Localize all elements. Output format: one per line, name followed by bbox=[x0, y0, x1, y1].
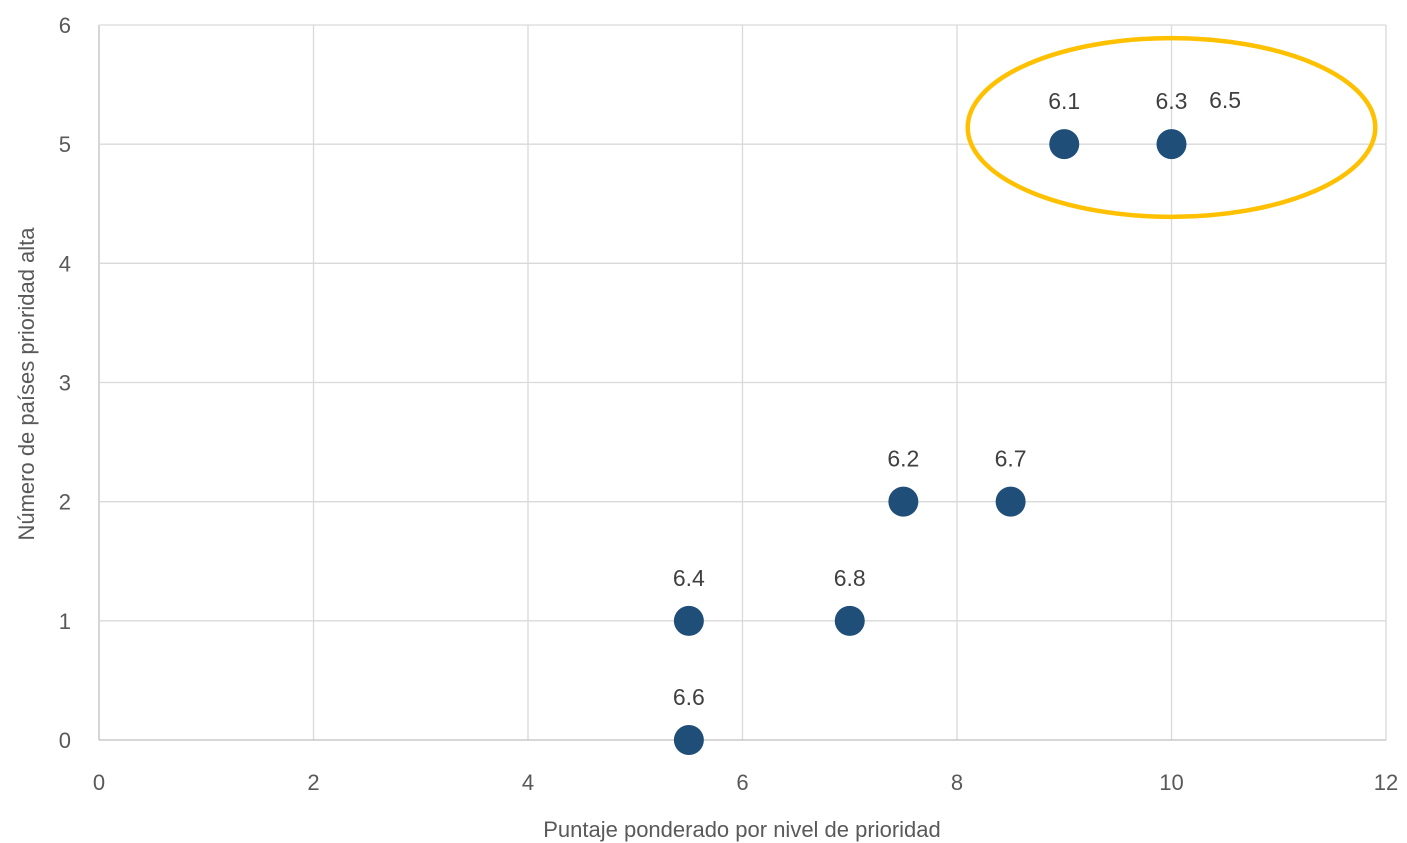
y-tick-label: 6 bbox=[59, 13, 71, 38]
highlight-layer bbox=[965, 35, 1378, 220]
data-label: 6.1 bbox=[1048, 88, 1080, 114]
x-tick-label: 0 bbox=[93, 770, 105, 795]
x-axis-tick-labels: 0 2 4 6 8 10 12 bbox=[93, 770, 1398, 795]
y-tick-label: 1 bbox=[59, 609, 71, 634]
x-tick-label: 2 bbox=[307, 770, 319, 795]
x-tick-label: 4 bbox=[522, 770, 534, 795]
x-tick-label: 6 bbox=[736, 770, 748, 795]
y-axis-tick-labels: 0 1 2 3 4 5 6 bbox=[59, 13, 71, 753]
data-point bbox=[888, 486, 919, 517]
x-tick-label: 10 bbox=[1159, 770, 1183, 795]
data-label: 6.8 bbox=[834, 565, 866, 591]
y-tick-label: 4 bbox=[59, 251, 71, 276]
data-label: 6.3 bbox=[1156, 88, 1188, 114]
data-label: 6.6 bbox=[673, 684, 705, 710]
x-tick-label: 12 bbox=[1374, 770, 1398, 795]
y-tick-label: 5 bbox=[59, 132, 71, 157]
data-label: 6.4 bbox=[673, 565, 705, 591]
data-point bbox=[1049, 129, 1080, 160]
y-axis-title: Número de países prioridad alta bbox=[14, 227, 39, 541]
data-label: 6.7 bbox=[995, 446, 1027, 472]
y-tick-label: 2 bbox=[59, 490, 71, 515]
data-point bbox=[834, 605, 865, 636]
data-point bbox=[995, 486, 1026, 517]
data-point bbox=[673, 605, 704, 636]
x-axis-title: Puntaje ponderado por nivel de prioridad bbox=[543, 817, 941, 842]
highlight-ellipse bbox=[965, 35, 1378, 220]
x-tick-label: 8 bbox=[951, 770, 963, 795]
y-tick-label: 3 bbox=[59, 371, 71, 396]
y-tick-label: 0 bbox=[59, 728, 71, 753]
grid-lines bbox=[98, 24, 1387, 741]
data-label: 6.2 bbox=[887, 446, 919, 472]
annotation-label: 6.5 bbox=[1209, 87, 1241, 113]
data-labels: 6.1 6.3 6.2 6.7 6.4 6.8 6.6 6.5 bbox=[673, 87, 1241, 710]
data-point bbox=[673, 725, 704, 755]
data-points bbox=[673, 129, 1187, 755]
data-point bbox=[1156, 129, 1187, 160]
